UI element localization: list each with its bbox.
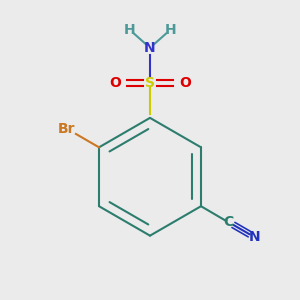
Text: O: O [109, 76, 121, 90]
Text: N: N [248, 230, 260, 244]
Text: N: N [144, 41, 156, 55]
Text: C: C [224, 215, 234, 229]
Text: H: H [124, 22, 136, 37]
Text: O: O [179, 76, 191, 90]
Text: H: H [164, 22, 176, 37]
Text: S: S [145, 76, 155, 90]
Text: Br: Br [58, 122, 75, 136]
